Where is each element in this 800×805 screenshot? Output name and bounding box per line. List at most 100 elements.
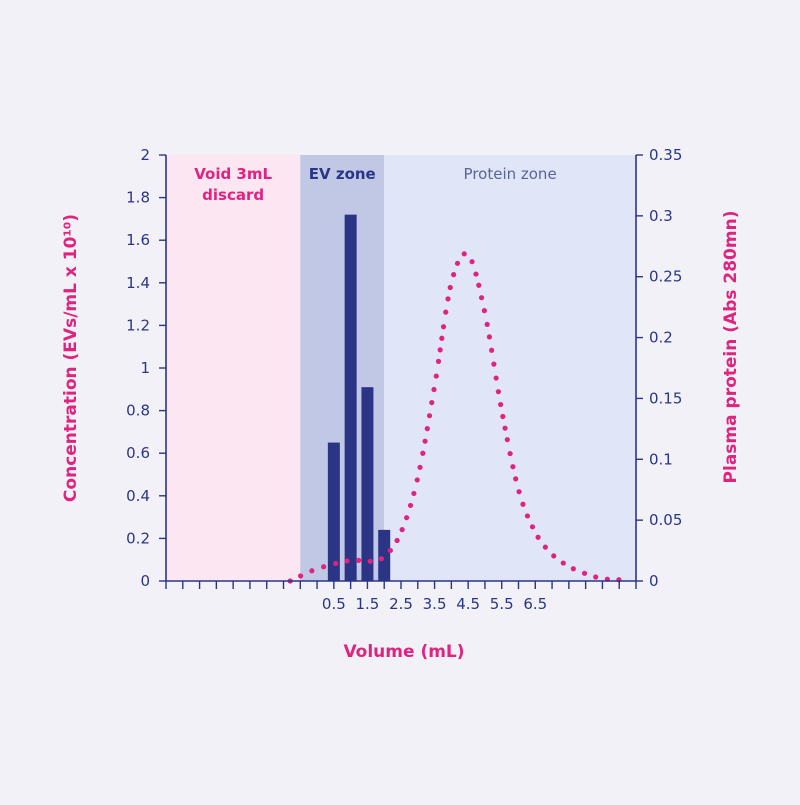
protein-dot bbox=[529, 524, 536, 530]
protein-dot bbox=[433, 373, 439, 379]
protein-dot bbox=[461, 251, 467, 257]
protein-dot bbox=[387, 547, 393, 554]
zone-label: discard bbox=[202, 186, 264, 204]
protein-dot bbox=[445, 296, 451, 302]
protein-dot bbox=[469, 259, 475, 265]
protein-dot bbox=[581, 570, 588, 576]
y-tick-label: 1.8 bbox=[126, 189, 150, 207]
protein-dot bbox=[394, 537, 400, 544]
y-tick-label: 0.6 bbox=[126, 444, 150, 462]
x-axis-title: Volume (mL) bbox=[343, 642, 464, 662]
y2-tick-label: 0.1 bbox=[649, 450, 673, 468]
y-tick-label: 2 bbox=[140, 146, 150, 164]
protein-curve bbox=[287, 251, 622, 584]
x-tick-label: 3.5 bbox=[423, 595, 447, 613]
protein-dot bbox=[497, 401, 504, 408]
protein-dot bbox=[333, 560, 339, 567]
protein-dot bbox=[473, 271, 479, 277]
bar bbox=[361, 387, 374, 581]
zones-layer bbox=[166, 155, 636, 581]
protein-dot bbox=[510, 464, 516, 470]
protein-dot bbox=[513, 476, 519, 482]
labels-layer: Void 3mL discard EV zone Protein zone 0 0.2 0.… bbox=[126, 146, 682, 613]
protein-dot bbox=[484, 321, 490, 328]
protein-dot bbox=[489, 347, 495, 353]
y2-tick-label: 0.15 bbox=[649, 389, 682, 407]
zone-label: Protein zone bbox=[464, 165, 557, 183]
protein-dot bbox=[355, 557, 362, 563]
protein-dot bbox=[500, 413, 506, 420]
x-tick-label: 6.5 bbox=[523, 595, 547, 613]
bars-layer bbox=[327, 214, 391, 581]
protein-dot bbox=[491, 361, 497, 367]
y-axis-title: Concentration (EVs/mL x 10¹⁰) bbox=[61, 214, 81, 502]
protein-dot bbox=[551, 553, 557, 559]
protein-dot bbox=[476, 282, 482, 288]
protein-dot bbox=[407, 502, 414, 509]
protein-dot bbox=[431, 386, 437, 393]
protein-dot bbox=[524, 513, 531, 519]
protein-dot bbox=[403, 515, 410, 521]
protein-dot bbox=[424, 426, 430, 432]
protein-dot bbox=[481, 308, 487, 314]
y2-tick-label: 0.05 bbox=[649, 511, 682, 529]
protein-dot bbox=[478, 295, 485, 301]
y-tick-label: 1.4 bbox=[126, 274, 150, 292]
y-tick-label: 0.8 bbox=[126, 402, 150, 420]
protein-dot bbox=[516, 489, 522, 495]
protein-dot bbox=[495, 389, 501, 395]
x-tick-label: 5.5 bbox=[490, 595, 514, 613]
protein-dot bbox=[429, 399, 435, 406]
protein-dot bbox=[520, 501, 526, 507]
x-tick-label: 0.5 bbox=[322, 595, 346, 613]
zone-band bbox=[384, 155, 636, 581]
protein-dot bbox=[447, 284, 453, 291]
protein-dot bbox=[507, 450, 513, 457]
protein-dot bbox=[450, 272, 457, 278]
protein-dot bbox=[411, 490, 417, 497]
protein-dot bbox=[535, 534, 541, 540]
protein-dot bbox=[414, 477, 420, 483]
y-tick-label: 0.4 bbox=[126, 487, 150, 505]
protein-dot bbox=[344, 558, 350, 564]
protein-dot bbox=[417, 464, 423, 470]
y2-tick-label: 0 bbox=[649, 572, 659, 590]
x-tick-label: 1.5 bbox=[355, 595, 379, 613]
zone-label: EV zone bbox=[309, 165, 376, 183]
bar bbox=[344, 214, 357, 581]
y2-tick-label: 0.3 bbox=[649, 207, 673, 225]
zone-label: Void 3mL bbox=[194, 165, 272, 183]
protein-dot bbox=[486, 334, 493, 340]
protein-dot bbox=[570, 566, 576, 572]
axes-layer bbox=[159, 154, 643, 589]
protein-dot bbox=[443, 309, 449, 315]
protein-dot bbox=[454, 260, 461, 266]
y-tick-label: 1.2 bbox=[126, 316, 150, 334]
protein-dot bbox=[542, 544, 548, 550]
protein-dot bbox=[420, 450, 426, 456]
protein-dot bbox=[367, 558, 373, 564]
protein-dot bbox=[504, 437, 510, 443]
protein-dot bbox=[440, 324, 447, 330]
y2-tick-label: 0.25 bbox=[649, 268, 682, 286]
x-tick-label: 4.5 bbox=[456, 595, 480, 613]
protein-dot bbox=[399, 527, 405, 533]
protein-dot bbox=[437, 347, 443, 353]
protein-dot bbox=[426, 413, 433, 419]
protein-dot bbox=[493, 375, 499, 381]
y2-tick-label: 0.2 bbox=[649, 329, 673, 347]
protein-dot bbox=[560, 560, 566, 566]
protein-dot bbox=[309, 568, 315, 574]
y2-axis-title: Plasma protein (Abs 280mn) bbox=[721, 211, 741, 484]
zone-band bbox=[166, 155, 301, 581]
y2-tick-label: 0.35 bbox=[649, 146, 682, 164]
protein-dot bbox=[378, 556, 385, 562]
protein-dot bbox=[321, 564, 327, 570]
y-tick-label: 1.6 bbox=[126, 231, 150, 249]
protein-dot bbox=[297, 573, 304, 579]
protein-dot bbox=[435, 358, 442, 364]
bar bbox=[378, 529, 391, 581]
y-tick-label: 0.2 bbox=[126, 529, 150, 547]
